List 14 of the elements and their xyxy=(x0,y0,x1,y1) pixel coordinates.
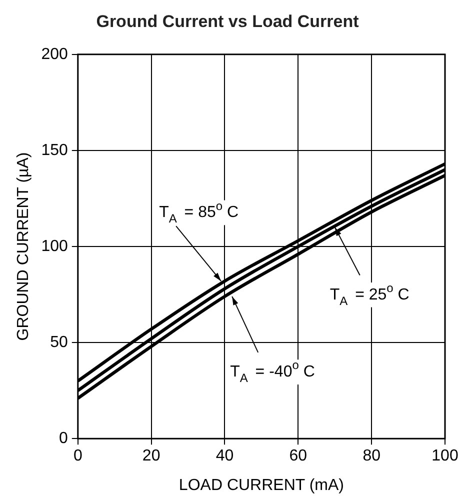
y-tick-label: 150 xyxy=(41,142,68,159)
x-tick-label: 40 xyxy=(216,448,234,465)
y-tick-label: 100 xyxy=(41,238,68,255)
x-tick-label: 80 xyxy=(362,448,381,465)
y-tick-label: 50 xyxy=(50,334,68,351)
x-axis-title: LOAD CURRENT (mA) xyxy=(178,476,344,494)
y-tick-label: 200 xyxy=(41,46,68,63)
x-tick-label: 60 xyxy=(289,448,308,465)
y-tick-label: 0 xyxy=(58,430,68,448)
x-tick-label: 20 xyxy=(142,448,160,465)
x-tick-label: 0 xyxy=(73,448,82,465)
y-axis-title: GROUND CURRENT (µA) xyxy=(15,152,32,341)
chart-title: Ground Current vs Load Current xyxy=(96,12,360,31)
x-tick-label: 100 xyxy=(432,448,458,465)
